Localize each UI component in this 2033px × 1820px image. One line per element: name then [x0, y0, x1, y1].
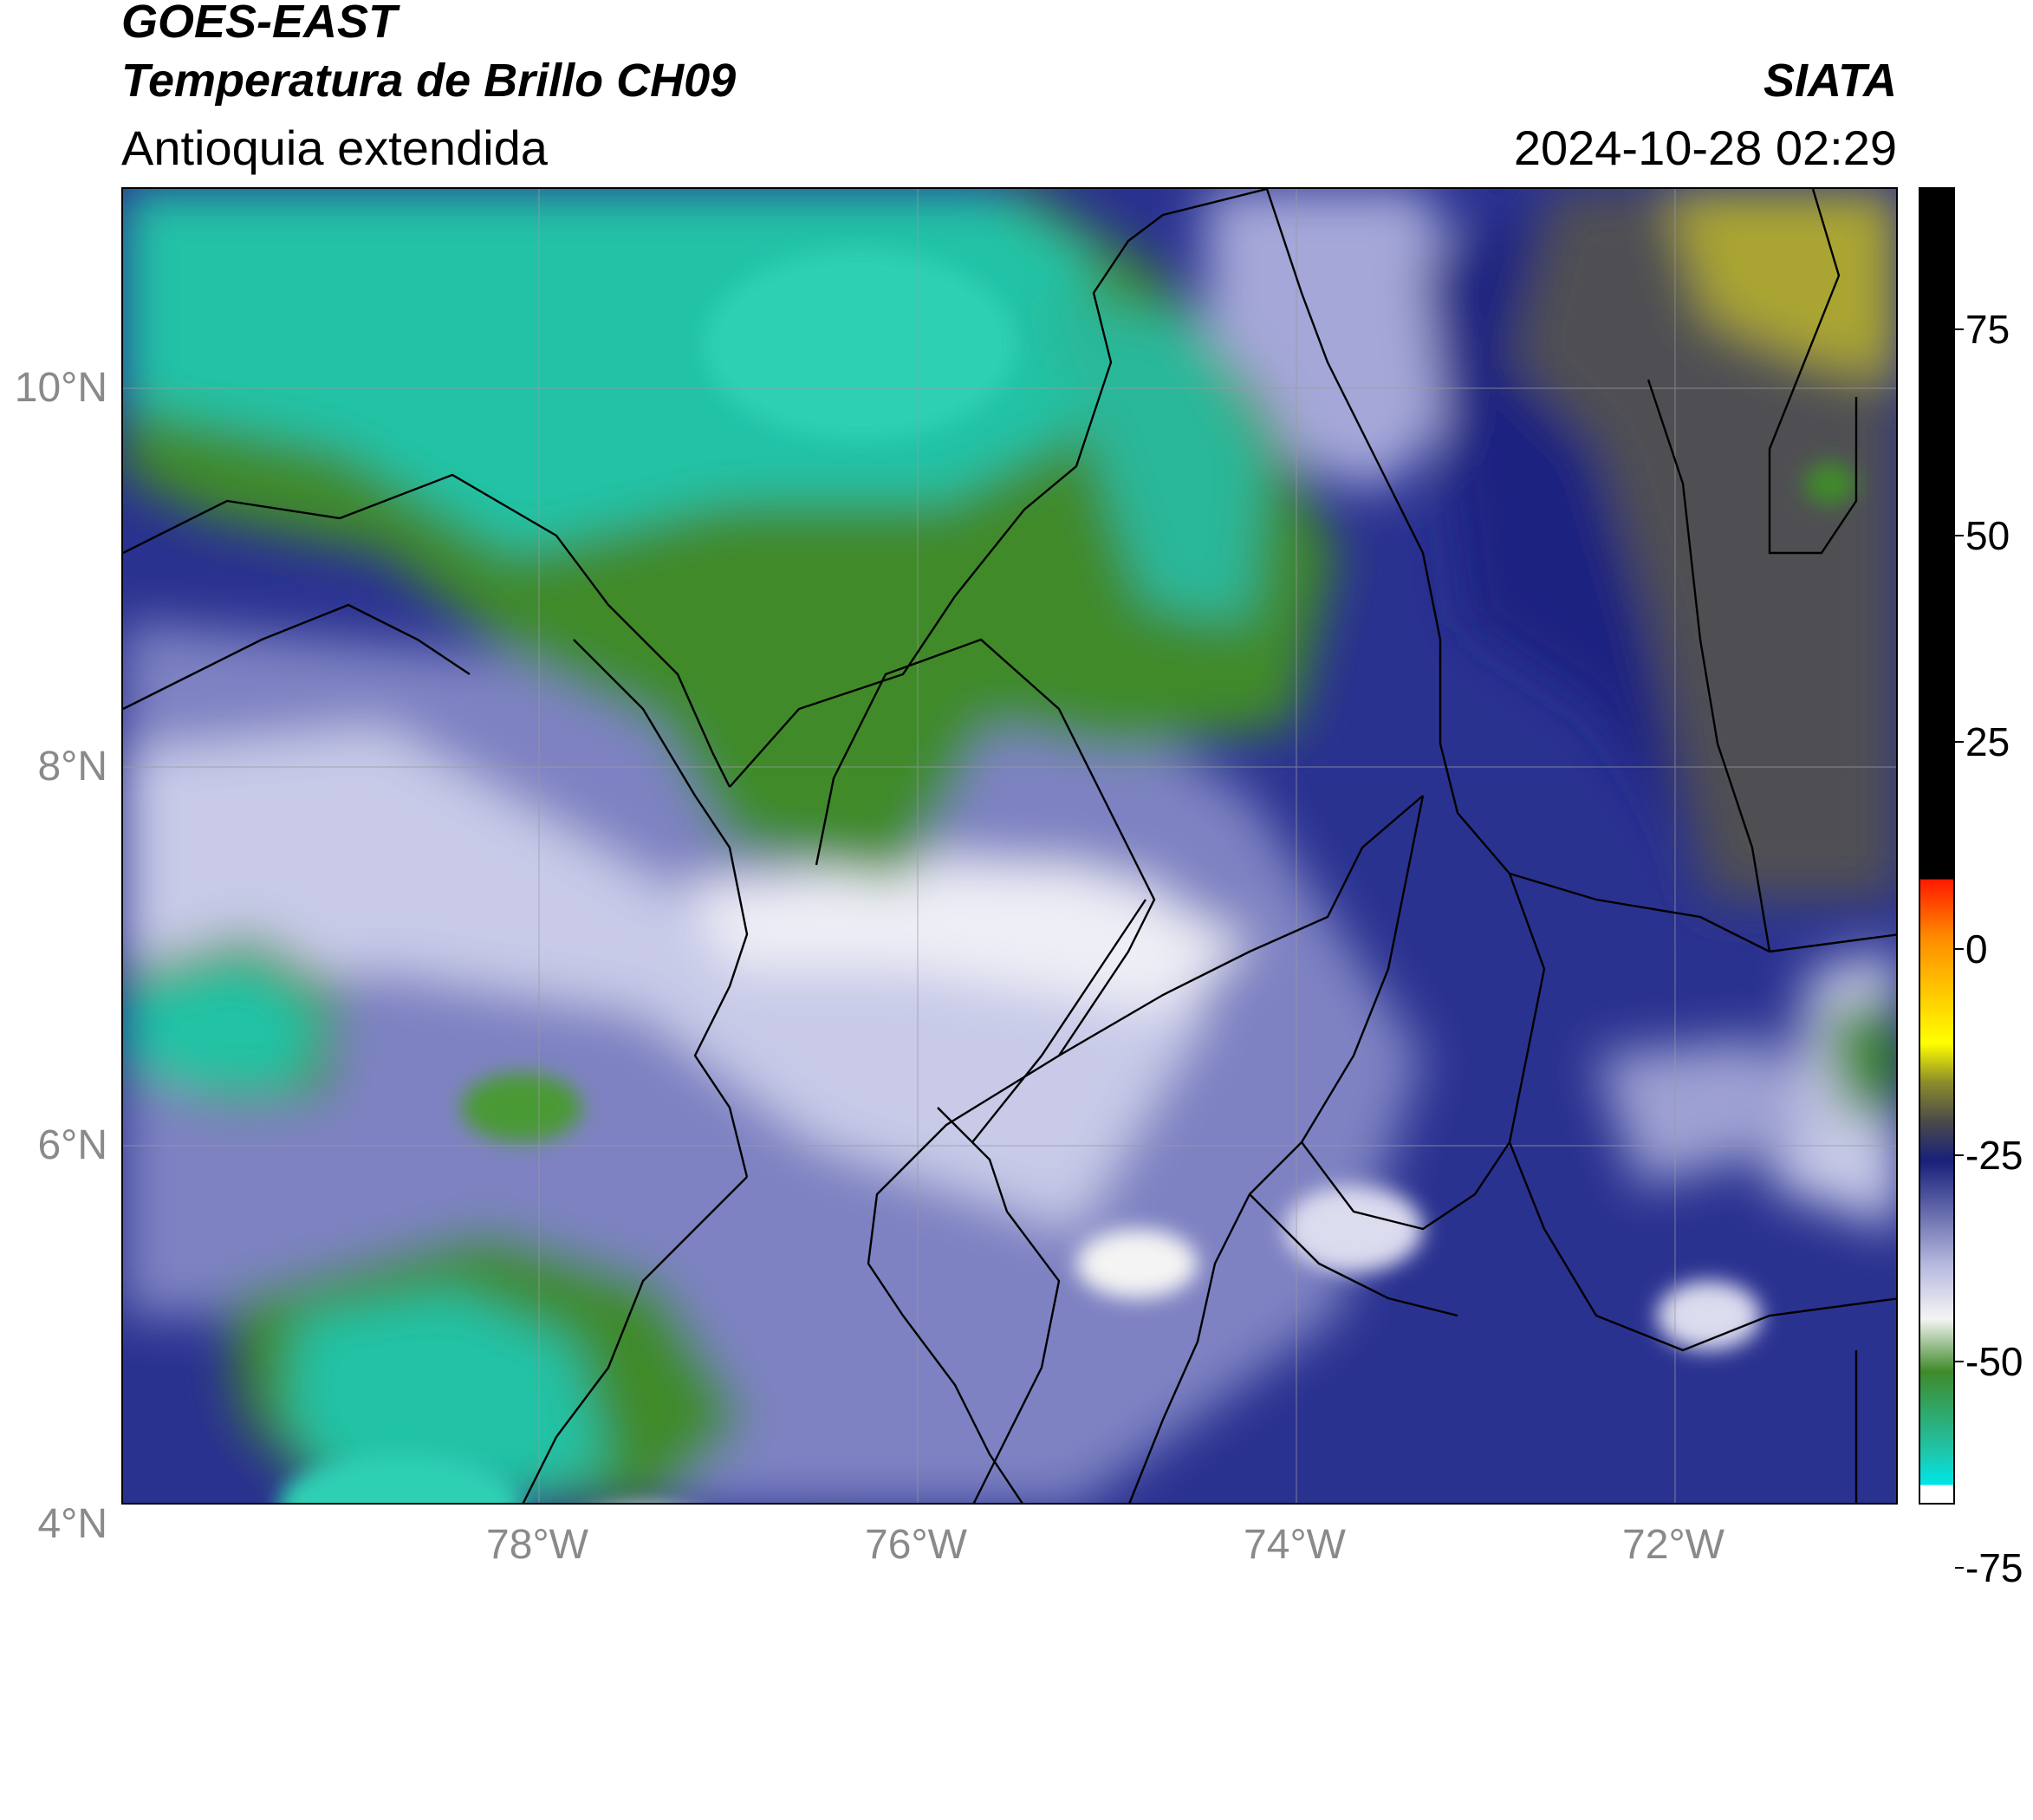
caribbean-coast: [729, 214, 1164, 788]
venezuela-border: [1647, 379, 1771, 952]
timestamp-label: 2024-10-28 02:29: [1513, 120, 1897, 175]
lat-label-10n: 10°N: [14, 365, 107, 411]
graticule: [123, 189, 1896, 1503]
colorbar-tick: [1955, 741, 1964, 743]
lon-label-72w: 72°W: [1622, 1522, 1724, 1568]
product-title: Temperatura de Brillo CH09: [121, 55, 737, 107]
region-title: Antioquia extendida: [121, 120, 548, 175]
lon-label-78w: 78°W: [486, 1522, 588, 1568]
colorbar-tick: [1955, 1567, 1964, 1569]
panama-south-coast: [123, 603, 471, 711]
colorbar-label-50: 50: [1965, 513, 2010, 558]
lon-label-74w: 74°W: [1244, 1522, 1346, 1568]
source-label: SIATA: [1763, 55, 1897, 107]
colorbar-label-minus50: -50: [1965, 1339, 2023, 1384]
cloud-detail: [279, 250, 1856, 1503]
satellite-title: GOES-EAST: [121, 0, 398, 48]
colorbar-tick: [1955, 1154, 1964, 1156]
colorbar-tick: [1955, 328, 1964, 330]
lat-label-8n: 8°N: [37, 744, 107, 790]
colorbar-label-0: 0: [1965, 926, 1988, 972]
colorbar-label-minus25: -25: [1965, 1133, 2023, 1178]
colorbar-label-minus75: -75: [1965, 1545, 2023, 1590]
guajira-peninsula: [1768, 189, 1858, 555]
pacific-coast: [522, 1176, 748, 1503]
lat-label-6n: 6°N: [37, 1122, 107, 1168]
temperature-colorbar: [1919, 187, 1955, 1505]
colorbar-tick: [1955, 948, 1964, 950]
satellite-map[interactable]: [121, 187, 1898, 1505]
boundaries: [123, 189, 1896, 1503]
colorbar-tick: [1955, 535, 1964, 536]
lat-label-4n: 4°N: [37, 1501, 107, 1547]
colorbar-label-75: 75: [1965, 307, 2010, 352]
colorbar-label-25: 25: [1965, 719, 2010, 764]
antioquia-border: [815, 638, 1156, 1316]
panama-coast: [123, 473, 731, 788]
lon-label-76w: 76°W: [865, 1522, 967, 1568]
map-canvas: [123, 189, 1896, 1503]
colorbar-tick: [1955, 1361, 1964, 1362]
colombia-panama-border: [573, 639, 749, 1178]
